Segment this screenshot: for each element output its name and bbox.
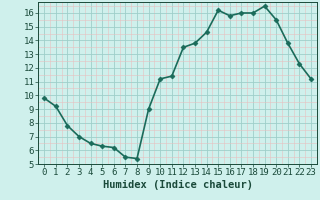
X-axis label: Humidex (Indice chaleur): Humidex (Indice chaleur) [103,180,252,190]
